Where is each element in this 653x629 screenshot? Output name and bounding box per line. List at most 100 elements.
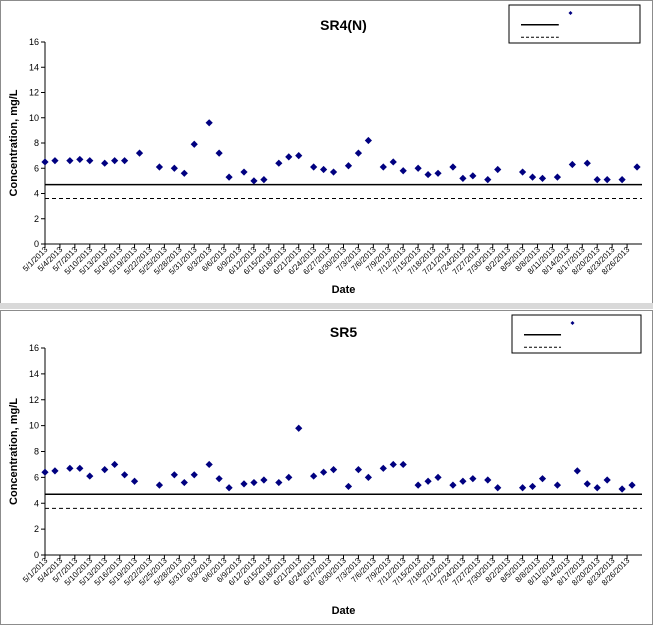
data-point [155, 163, 164, 171]
data-point [260, 176, 268, 184]
data-point [310, 163, 318, 171]
x-axis-label: Date [332, 605, 356, 617]
y-tick-label: 4 [34, 189, 39, 199]
data-point [603, 176, 611, 184]
data-point [101, 159, 109, 167]
data-point [469, 475, 477, 483]
data-point [86, 157, 94, 165]
y-tick-label: 4 [34, 498, 39, 508]
y-tick-label: 0 [34, 550, 39, 560]
data-point [240, 168, 248, 176]
data-point [449, 163, 457, 171]
data-point [320, 468, 328, 476]
data-point [364, 136, 372, 145]
data-point [285, 473, 293, 481]
data-point [568, 160, 576, 169]
data-point [190, 471, 198, 479]
y-tick-label: 10 [29, 421, 39, 431]
data-point [111, 157, 119, 165]
y-tick-label: 8 [34, 447, 39, 457]
data-point [573, 467, 581, 475]
chart-svg-sr5: SR502468101214165/1/20135/4/20135/7/2013… [8, 314, 642, 617]
data-point [364, 473, 372, 481]
data-point [260, 476, 268, 484]
data-point [205, 460, 213, 469]
data-point [593, 484, 601, 492]
data-point [344, 482, 353, 491]
data-point [583, 480, 591, 488]
data-point [76, 464, 84, 472]
data-point [389, 460, 397, 469]
data-point [240, 480, 248, 488]
data-point [250, 478, 258, 487]
data-point [329, 168, 338, 176]
y-tick-label: 14 [29, 62, 39, 72]
data-point [593, 176, 601, 184]
chart-title: SR5 [330, 324, 357, 340]
data-point [399, 460, 407, 469]
y-tick-label: 14 [29, 369, 39, 379]
x-axis-label: Date [332, 284, 356, 296]
y-tick-label: 12 [29, 88, 39, 98]
legend-box [511, 314, 642, 354]
y-axis-label: Concentration, mg/L [8, 89, 20, 196]
data-point [101, 466, 109, 474]
chart-panel-sr4n: SR4(N) 0 2 4 6 8 10 12 14 16 5/1/2013 5/4/2013 5/7/2… [0, 0, 653, 304]
data-point [66, 464, 74, 472]
y-tick-label: 12 [29, 395, 39, 405]
y-tick-label: 6 [34, 163, 39, 173]
data-point [414, 164, 422, 172]
data-point [553, 481, 562, 489]
data-point [519, 168, 527, 176]
data-point [603, 476, 611, 484]
data-point [494, 165, 502, 174]
data-point [379, 464, 387, 472]
chart-title: SR4(N) [320, 17, 367, 33]
data-point [121, 471, 129, 479]
data-point [225, 484, 233, 492]
data-point [618, 485, 626, 493]
data-point [424, 477, 432, 485]
data-point [76, 155, 84, 164]
data-point [434, 169, 442, 177]
legend-marker [570, 321, 575, 325]
y-tick-label: 6 [34, 472, 39, 482]
data-point [180, 478, 188, 487]
data-point [41, 468, 49, 476]
data-point [414, 481, 422, 489]
data-point [51, 157, 59, 165]
y-tick-label: 8 [34, 138, 39, 148]
data-point [121, 157, 129, 165]
data-point [354, 149, 363, 157]
data-point [111, 460, 119, 469]
data-point [633, 163, 641, 171]
data-point [528, 173, 537, 181]
data-point [170, 164, 178, 172]
data-point [399, 167, 407, 175]
data-point [180, 169, 188, 177]
data-point [66, 157, 74, 165]
chart-svg-sr4n: SR4(N)02468101214165/1/20135/4/20135/7/2… [8, 4, 642, 296]
data-point [528, 482, 537, 491]
data-point [135, 149, 144, 157]
data-point [519, 484, 527, 492]
data-point [344, 162, 353, 170]
y-tick-label: 16 [29, 343, 39, 353]
data-point [628, 481, 636, 489]
data-point [275, 478, 283, 487]
data-point [449, 481, 457, 489]
data-point [215, 475, 223, 483]
data-point [459, 174, 467, 182]
data-point [434, 473, 442, 481]
data-point [553, 173, 562, 181]
data-point [583, 159, 591, 167]
legend-marker [568, 11, 573, 15]
legend-box [508, 4, 641, 44]
y-tick-label: 2 [34, 214, 39, 224]
data-point [538, 174, 547, 182]
data-point [295, 152, 303, 160]
data-point [329, 466, 338, 474]
data-point [484, 176, 492, 184]
data-point [469, 172, 477, 180]
data-point [459, 477, 467, 485]
